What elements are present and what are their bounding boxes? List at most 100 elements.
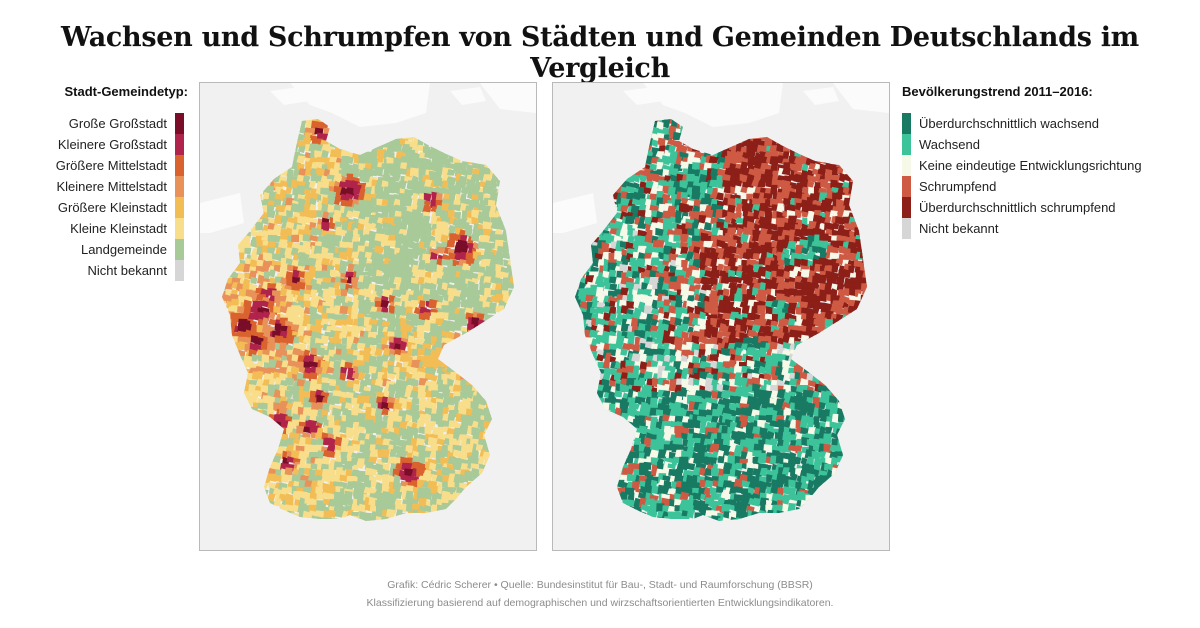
municipality [254, 192, 263, 201]
legend-swatch [175, 218, 184, 239]
municipality [491, 414, 499, 422]
municipality [697, 144, 707, 152]
legend-label: Landgemeinde [80, 242, 167, 257]
municipality [592, 374, 600, 382]
municipality [459, 488, 469, 496]
municipality [757, 180, 766, 188]
municipality [831, 262, 839, 273]
municipality [249, 259, 258, 268]
municipality [491, 314, 500, 322]
municipality [237, 323, 247, 333]
municipality [423, 293, 431, 302]
municipality [322, 402, 331, 413]
municipality [423, 227, 432, 237]
municipality [346, 432, 354, 439]
municipality [406, 180, 414, 191]
legend-swatch [175, 260, 184, 281]
municipality [466, 329, 476, 338]
municipality [596, 354, 604, 362]
municipality [495, 305, 505, 314]
municipality [793, 456, 802, 465]
municipality [506, 264, 514, 273]
municipality [483, 457, 493, 467]
legend-label: Größere Mittelstadt [55, 158, 167, 173]
municipality [693, 492, 701, 501]
municipality [603, 409, 612, 418]
municipality [651, 139, 659, 148]
legend-label: Schrumpfend [919, 179, 997, 194]
municipality [632, 344, 640, 352]
municipality [417, 348, 425, 356]
municipality [712, 480, 720, 488]
municipality [860, 283, 867, 292]
municipality [832, 318, 840, 329]
legend-population-trend: Überdurchschnittlich wachsend Wachsend Kei… [902, 113, 1182, 239]
municipality [794, 340, 804, 351]
municipality [391, 289, 402, 298]
municipality [352, 515, 360, 521]
legend-item: Größere Mittelstadt [20, 155, 184, 176]
legend-item: Kleine Kleinstadt [20, 218, 184, 239]
municipality [458, 425, 469, 435]
legend-left-title: Stadt-Gemeindetyp: [64, 84, 188, 99]
municipality [273, 498, 282, 507]
legend-right-title: Bevölkerungstrend 2011–2016: [902, 84, 1093, 99]
municipality [333, 239, 341, 248]
municipality [375, 290, 384, 298]
municipality [327, 509, 337, 518]
municipality [423, 215, 431, 224]
neighbor-land [480, 83, 536, 113]
legend-swatch [175, 197, 184, 218]
legend-label: Überdurchschnittlich wachsend [919, 116, 1099, 131]
municipality [250, 324, 258, 333]
municipality [722, 444, 731, 452]
municipality [631, 353, 642, 363]
municipality [693, 467, 701, 477]
municipality [681, 260, 689, 269]
municipality [345, 210, 353, 219]
legend-swatch [902, 113, 911, 134]
municipality [334, 518, 342, 521]
municipality [699, 185, 707, 195]
municipality [602, 359, 610, 370]
municipality [691, 192, 701, 201]
municipality [501, 215, 510, 225]
municipality [279, 277, 288, 285]
municipality [410, 427, 419, 435]
municipality [399, 512, 410, 521]
municipality [776, 408, 784, 416]
municipality [298, 517, 307, 521]
municipality [508, 246, 514, 254]
municipality [417, 391, 427, 399]
municipality [423, 337, 434, 346]
municipality [297, 146, 306, 154]
municipality [814, 332, 822, 340]
municipality [470, 234, 480, 242]
legend-swatch [902, 134, 911, 155]
municipality [508, 289, 514, 299]
municipality [251, 248, 259, 256]
neighbor-land [553, 193, 597, 233]
municipality [680, 246, 689, 255]
legend-label: Große Großstadt [68, 116, 167, 131]
municipality [254, 204, 264, 214]
municipality [620, 248, 628, 257]
municipality [291, 234, 301, 243]
municipality [447, 323, 457, 332]
municipality [316, 210, 324, 218]
municipality [302, 174, 311, 184]
germany-map-city-type [200, 83, 536, 521]
municipality [418, 426, 427, 435]
municipality [461, 330, 469, 341]
municipality [423, 138, 431, 148]
municipality [304, 167, 314, 176]
municipality [422, 204, 432, 213]
municipality [673, 234, 682, 242]
municipality [704, 479, 714, 488]
municipality [386, 186, 396, 194]
municipality [310, 227, 318, 236]
municipality [436, 246, 445, 255]
municipality [410, 313, 420, 321]
municipality [435, 408, 444, 417]
municipality [334, 510, 344, 518]
